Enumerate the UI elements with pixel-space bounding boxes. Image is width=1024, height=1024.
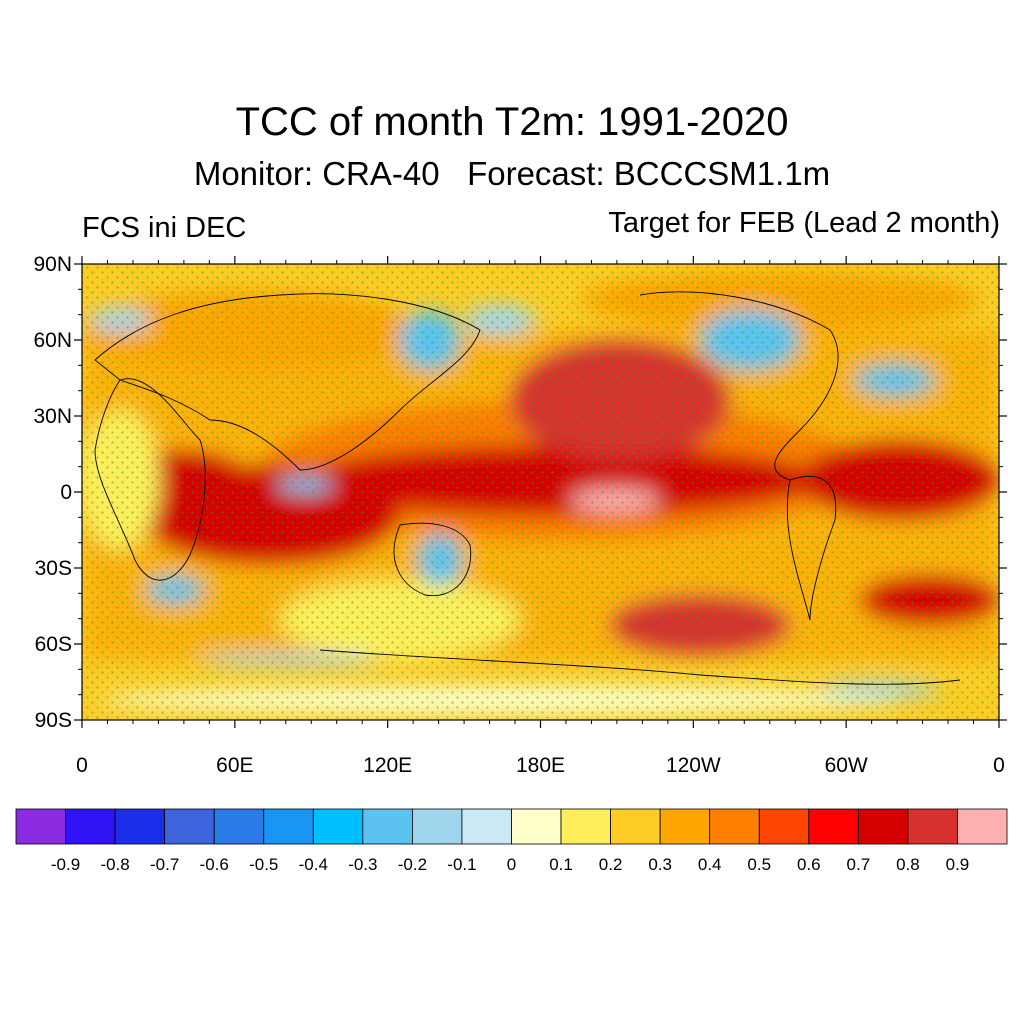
lon-label: 60W — [825, 754, 868, 777]
australia-coast — [393, 522, 472, 597]
colorbar-label: -0.9 — [51, 855, 80, 874]
lat-label: 60N — [33, 329, 72, 352]
colorbar-swatch — [957, 808, 1008, 845]
colorbar-label: -0.6 — [200, 855, 229, 874]
colorbar-label: 0.8 — [896, 855, 920, 874]
colorbar-swatch — [659, 808, 711, 845]
colorbar-label: 0.6 — [797, 855, 821, 874]
lon-label: 60E — [216, 754, 253, 777]
page-title: TCC of month T2m: 1991-2020 — [235, 100, 789, 144]
lat-label: 90S — [35, 709, 72, 732]
colorbar-swatch — [312, 808, 364, 845]
colorbar-label: -0.3 — [348, 855, 377, 874]
coastlines — [94, 291, 961, 685]
colorbar-swatch — [709, 808, 760, 845]
colorbar-swatch — [857, 808, 909, 845]
lat-label: 30N — [33, 405, 72, 428]
right-label: Target for FEB (Lead 2 month) — [608, 207, 1000, 239]
colorbar-swatch — [362, 808, 413, 845]
eurasia-coast — [94, 293, 481, 471]
left-label: FCS ini DEC — [82, 212, 247, 244]
colorbar-label: 0.9 — [946, 855, 970, 874]
subtitle: Monitor: CRA-40 Forecast: BCCCSM1.1m — [193, 155, 831, 192]
colorbar-label: -0.4 — [299, 855, 328, 874]
colorbar-swatch — [213, 808, 265, 845]
colorbar-swatch — [114, 808, 166, 845]
colorbar-label: 0.4 — [698, 855, 722, 874]
colorbar-swatch — [263, 808, 314, 845]
colorbar-swatch — [411, 808, 463, 845]
colorbar-label: -0.5 — [249, 855, 278, 874]
colorbar-label: 0.2 — [599, 855, 623, 874]
colorbar-swatch — [560, 808, 611, 845]
lat-label: 60S — [35, 633, 72, 656]
lat-label: 90N — [33, 253, 72, 276]
colorbar-swatch — [907, 808, 958, 845]
colorbar-label: 0 — [507, 855, 516, 874]
colorbar-label: 0.5 — [747, 855, 771, 874]
colorbar-label: -0.7 — [150, 855, 179, 874]
antarctica-coast — [319, 649, 961, 685]
lon-label: 180E — [516, 754, 565, 777]
lon-label: 120W — [666, 754, 721, 777]
colorbar: -0.9 -0.8 -0.7 -0.6 -0.5 -0.4 -0.3 -0.2 -0.1 0 0.1… — [15, 808, 1008, 874]
colorbar-label: -0.8 — [100, 855, 129, 874]
lon-label: 120E — [363, 754, 412, 777]
colorbar-label: -0.1 — [447, 855, 476, 874]
lon-label: 0 — [993, 754, 1005, 777]
lat-label: 30S — [35, 557, 72, 580]
colorbar-swatch — [65, 808, 116, 845]
africa-coast — [94, 378, 206, 581]
lat-label: 0 — [60, 481, 72, 504]
colorbar-label: 0.1 — [549, 855, 573, 874]
colorbar-label: 0.7 — [847, 855, 871, 874]
colorbar-swatch — [808, 808, 859, 845]
map-field — [82, 264, 999, 720]
colorbar-swatch — [461, 808, 512, 845]
colorbar-swatch — [511, 808, 562, 845]
americas-coast — [639, 291, 839, 621]
lon-label: 0 — [76, 754, 88, 777]
colorbar-swatch — [164, 808, 215, 845]
colorbar-label: 0.3 — [648, 855, 672, 874]
colorbar-swatch — [758, 808, 810, 845]
colorbar-swatch — [15, 808, 66, 845]
colorbar-swatch — [610, 808, 661, 845]
significance-stipple — [82, 264, 999, 720]
colorbar-label: -0.2 — [398, 855, 427, 874]
